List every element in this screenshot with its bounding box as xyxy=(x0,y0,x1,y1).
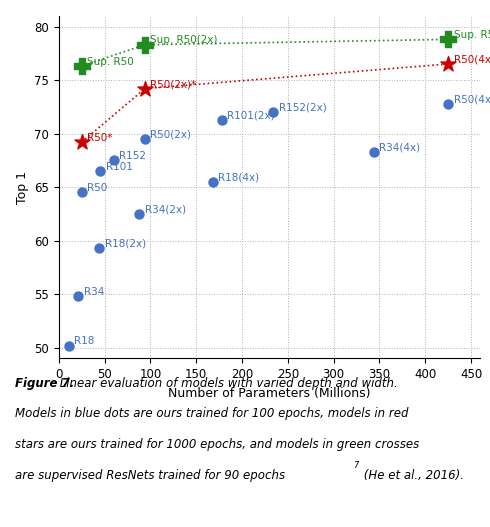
Text: Sup. R50: Sup. R50 xyxy=(87,57,134,67)
Point xyxy=(370,148,378,156)
Y-axis label: Top 1: Top 1 xyxy=(16,171,28,203)
Text: Sup. R50(4x): Sup. R50(4x) xyxy=(454,30,490,40)
Text: R34: R34 xyxy=(84,287,104,297)
Point xyxy=(444,60,452,68)
Text: R101: R101 xyxy=(105,162,132,172)
Point xyxy=(141,84,149,93)
Point xyxy=(209,178,217,186)
Text: R18(4x): R18(4x) xyxy=(218,172,259,182)
Text: R50(4x): R50(4x) xyxy=(454,94,490,104)
Text: R152: R152 xyxy=(120,151,147,161)
Text: R34(4x): R34(4x) xyxy=(379,142,420,152)
Text: Figure 7.: Figure 7. xyxy=(15,377,74,390)
Text: R152(2x): R152(2x) xyxy=(279,103,326,113)
Point xyxy=(444,100,452,108)
Text: (He et al., 2016).: (He et al., 2016). xyxy=(360,469,464,482)
Point xyxy=(78,62,86,70)
Point xyxy=(78,188,86,197)
Point xyxy=(78,138,86,147)
Point xyxy=(74,292,82,300)
Point xyxy=(444,35,452,44)
Text: R18: R18 xyxy=(74,336,95,346)
Text: R50(4x)*: R50(4x)* xyxy=(454,55,490,65)
Point xyxy=(110,156,118,164)
Point xyxy=(218,115,226,124)
Text: Sup. R50(2x): Sup. R50(2x) xyxy=(150,35,218,45)
Point xyxy=(141,41,149,49)
Point xyxy=(65,341,73,350)
X-axis label: Number of Parameters (Millions): Number of Parameters (Millions) xyxy=(168,387,371,399)
Text: stars are ours trained for 1000 epochs, and models in green crosses: stars are ours trained for 1000 epochs, … xyxy=(15,438,419,451)
Point xyxy=(96,167,104,175)
Text: R101(2x): R101(2x) xyxy=(227,110,275,120)
Text: R18(2x): R18(2x) xyxy=(105,239,146,249)
Text: R50: R50 xyxy=(87,183,107,193)
Text: R50(2x)*: R50(2x)* xyxy=(150,79,196,89)
Point xyxy=(95,244,103,252)
Text: Linear evaluation of models with varied depth and width.: Linear evaluation of models with varied … xyxy=(56,377,398,390)
Text: R34(2x): R34(2x) xyxy=(145,204,186,214)
Text: 7: 7 xyxy=(353,461,358,470)
Text: are supervised ResNets trained for 90 epochs: are supervised ResNets trained for 90 ep… xyxy=(15,469,285,482)
Text: R50*: R50* xyxy=(87,133,113,143)
Point xyxy=(269,108,277,116)
Text: Models in blue dots are ours trained for 100 epochs, models in red: Models in blue dots are ours trained for… xyxy=(15,407,408,421)
Text: R50(2x): R50(2x) xyxy=(150,130,192,140)
Point xyxy=(136,210,144,218)
Point xyxy=(141,135,149,143)
